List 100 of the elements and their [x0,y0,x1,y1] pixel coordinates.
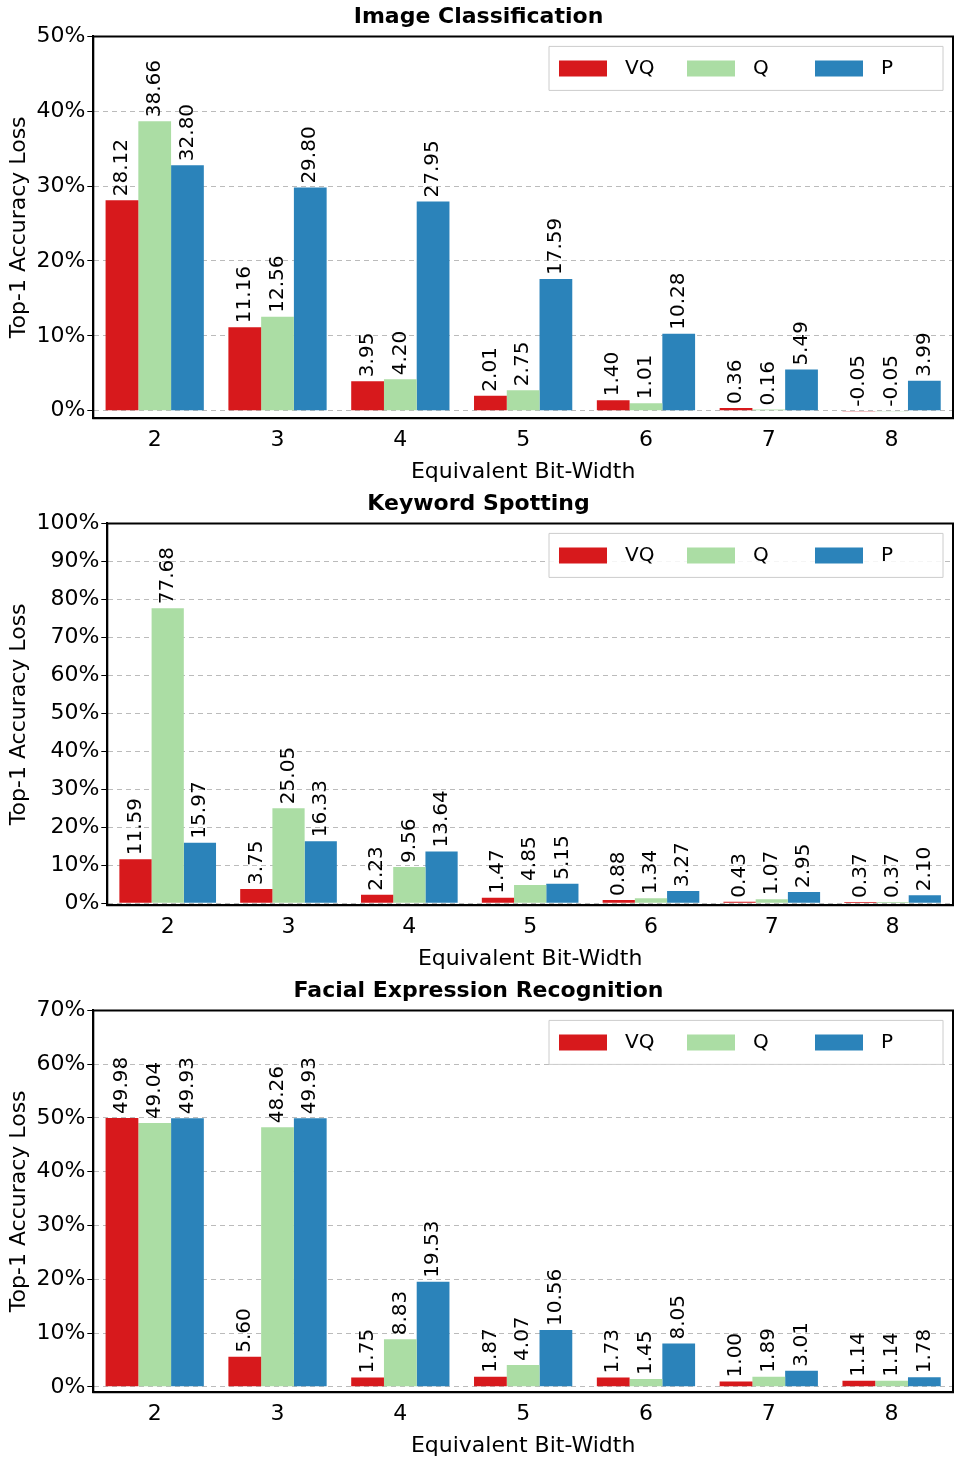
data-label: 1.07 [757,850,782,896]
legend-label: VQ [625,541,655,566]
y-tick-label: 70% [50,623,100,649]
y-tick-label: 0% [64,889,100,915]
y-tick-label: 20% [36,1264,86,1290]
data-label: 17.59 [542,217,567,276]
bar [105,1118,139,1387]
data-label: 77.68 [153,546,178,605]
bar [907,380,941,411]
legend-label: VQ [625,1028,655,1053]
bar [596,400,630,411]
bar [842,1380,876,1387]
bar [383,1339,417,1387]
data-label: 0.43 [725,853,750,898]
data-label: 11.16 [230,265,255,324]
data-label: 1.14 [877,1332,902,1377]
bar [539,279,573,411]
x-tick-label: 8 [885,913,900,939]
legend-label: Q [753,54,769,79]
bar [138,121,172,411]
data-label: 0.37 [878,853,903,898]
y-tick-label: 10% [50,851,100,877]
bar [506,390,540,411]
x-tick-label: 3 [270,1400,285,1426]
bar [662,1343,696,1387]
chart-title: Facial Expression Recognition [293,976,664,1002]
bar [787,892,821,903]
bar [293,1118,327,1387]
bar [383,379,417,411]
y-tick-label: 10% [36,1318,86,1344]
bar [304,841,337,903]
bar [416,201,450,411]
bar [228,327,262,411]
legend-label: Q [753,541,769,566]
bar [119,859,152,903]
data-label: 9.56 [395,818,420,863]
bar [240,889,273,903]
x-tick-label: 8 [884,1400,899,1426]
data-label: 2.01 [476,347,501,392]
x-tick-label: 4 [393,426,408,452]
data-label: 48.26 [263,1066,288,1124]
data-label: 10.56 [542,1268,567,1327]
y-tick-label: 60% [36,1049,86,1075]
legend-label: VQ [625,54,655,79]
data-label: 15.97 [186,781,211,839]
data-label: 4.85 [516,836,541,881]
bar [261,316,294,411]
bar [875,1380,908,1387]
y-axis-title: Top-1 Accuracy Loss [4,116,30,340]
data-label: 12.56 [263,255,288,313]
data-label: 1.73 [599,1328,624,1374]
bar [481,897,515,903]
bar [261,1127,294,1387]
data-label: 49.93 [173,1057,198,1115]
x-tick-label: 3 [281,913,296,939]
data-label: 28.12 [108,138,133,197]
data-label: 5.15 [548,835,573,880]
y-tick-label: 80% [50,585,100,611]
chart-title: Image Classification [353,2,604,28]
y-tick-label: 30% [50,775,100,801]
bar [634,898,668,903]
y-axis-title: Top-1 Accuracy Loss [4,1090,30,1314]
data-label: 2.23 [363,846,388,891]
bar [416,1281,450,1387]
bar [629,1379,663,1387]
bar [351,381,384,411]
data-label: 1.00 [722,1332,747,1378]
y-tick-label: 90% [50,547,100,573]
bar [908,895,941,903]
y-axis-title: Top-1 Accuracy Loss [4,603,30,827]
x-tick-label: 5 [516,426,531,452]
bar [171,165,204,411]
bar [596,1377,630,1387]
x-tick-label: 8 [884,426,899,452]
data-label: 4.20 [386,330,411,376]
data-label: 8.83 [386,1290,411,1336]
x-axis-title: Equivalent Bit-Width [410,1431,636,1457]
bar [629,403,663,411]
data-label: 1.34 [637,849,662,895]
bar [138,1123,172,1387]
data-label: 1.40 [599,351,624,397]
bar [393,866,426,903]
y-tick-label: 50% [36,1103,86,1129]
data-label: 0.88 [604,851,629,896]
legend-label: P [881,54,894,79]
x-tick-label: 4 [402,913,417,939]
x-axis-title: Equivalent Bit-Width [410,457,636,483]
data-label: 32.80 [173,103,198,162]
x-tick-label: 6 [638,1400,653,1426]
x-tick-label: 6 [638,426,653,452]
bar [474,395,507,411]
data-label: 4.07 [509,1316,534,1361]
y-tick-label: 40% [36,1157,86,1183]
bar [425,851,458,903]
y-tick-label: 0% [50,1372,86,1398]
y-tick-label: 30% [36,1211,86,1237]
x-tick-label: 7 [761,426,776,452]
y-tick-label: 40% [36,96,86,122]
data-label: 1.89 [754,1328,779,1373]
x-tick-label: 4 [393,1400,408,1426]
